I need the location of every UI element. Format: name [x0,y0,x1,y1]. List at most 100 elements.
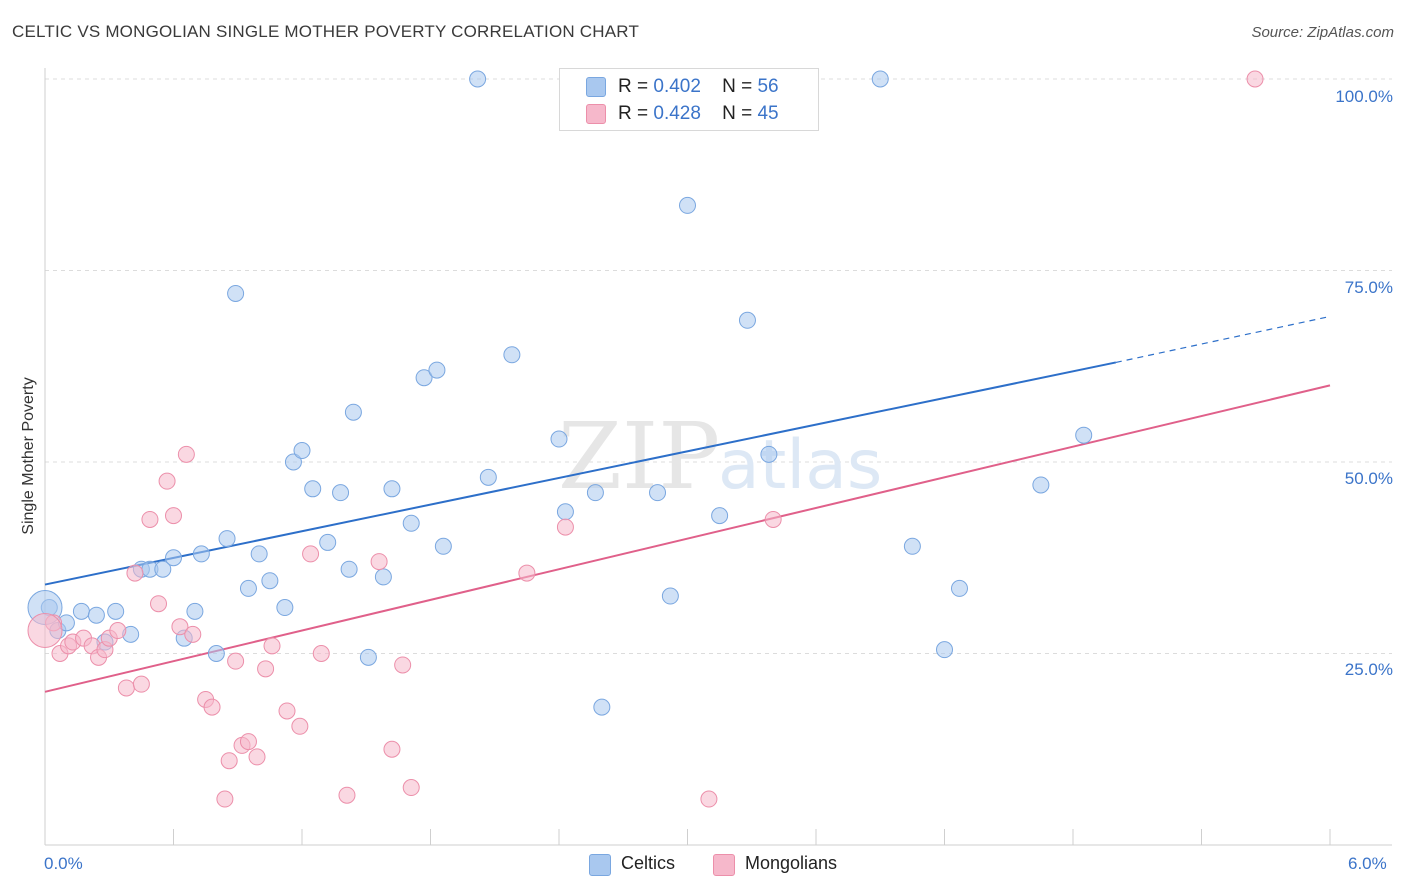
celtics-point [284,453,302,471]
mongolians-point [248,748,266,766]
mongolians-r-value: 0.428 [653,103,701,124]
celtics-r-label: R = [618,76,649,97]
celtics-point [218,530,236,548]
mongolians-point [165,507,182,525]
celtics-point [239,579,257,597]
mongolians-point [312,645,330,662]
legend-mongolians-label: Mongolians [745,853,838,873]
celtics-point [950,579,968,597]
celtics-point [469,70,487,88]
watermark-zip: ZIP [558,403,720,510]
celtics-point [738,311,756,329]
celtics-point [556,503,574,521]
mongolians-point [220,752,238,770]
celtics-point [165,549,182,567]
mongolians-point [27,613,63,649]
celtics-r-value: 0.402 [653,76,701,97]
celtics-point [760,445,778,463]
mongolians-point [158,472,176,490]
celtics-point [383,480,401,498]
mongolians-point [109,622,127,640]
mongolians-swatch [586,104,606,124]
celtics-point [649,484,667,502]
mongolians-point [184,625,202,643]
celtics-point [402,514,420,532]
mongolians-point [291,717,309,735]
celtics-point [415,369,433,387]
legend-celtics-label: Celtics [621,853,676,873]
mongolians-point [177,445,195,463]
watermark: ZIP atlas [558,403,882,510]
mongolians-point [394,656,412,674]
mongolians-point [700,790,718,808]
celtics-point [586,484,604,502]
mongolians-point [171,618,189,636]
celtics-point [503,346,521,364]
mongolians-point [216,790,234,808]
celtics-point [434,537,452,555]
gridlines [45,78,1392,654]
mongolians-point [402,779,420,797]
celtics-point [871,70,889,88]
celtics-point [192,545,210,563]
mongolians-point [141,510,159,528]
legend-celtics-swatch [589,854,611,876]
mongolians-point [117,679,135,697]
mongolians-n-label: N = [722,103,753,124]
celtics-n-label: N = [722,76,753,97]
celtics-point [344,403,362,421]
celtics-point [679,196,696,214]
mongolians-point [203,698,221,716]
mongolians-point [764,510,782,528]
celtics-point [304,480,322,498]
axes [44,68,1392,846]
celtics-point [332,484,350,502]
celtics-trend-line [44,361,1117,586]
celtics-point [250,545,268,563]
mongolians-r-label: R = [618,103,649,124]
celtics-point [711,507,729,525]
celtics-swatch [586,77,606,97]
y-tick-75: 75.0% [1344,278,1393,297]
chart-title: CELTIC VS MONGOLIAN SINGLE MOTHER POVERT… [12,22,640,41]
mongolians-point [126,564,144,582]
mongolians-point [1246,70,1264,88]
mongolians-point [227,652,245,670]
mongolians-point [132,675,150,693]
celtics-point [261,572,279,590]
celtics-trend-extension [1115,315,1331,364]
celtics-point [340,560,358,578]
x-tick-min: 0.0% [44,854,83,873]
mongolians-point [556,518,574,536]
celtics-point [550,430,568,448]
x-tick-max: 6.0% [1348,854,1387,873]
celtics-point [72,602,90,620]
celtics-point [359,648,377,666]
celtics-point [227,284,245,302]
celtics-point [293,442,311,460]
watermark-atlas: atlas [718,426,882,505]
mongolians-point [150,595,168,613]
mongolians-n-value: 45 [757,103,779,124]
celtics-point [1032,476,1050,494]
mongolians-point [338,786,356,804]
mongolians-trend-line [44,384,1331,693]
celtics-point [936,641,953,659]
mongolians-point [278,702,296,720]
trend-lines [44,315,1331,693]
celtics-point [479,468,497,486]
celtics-point [903,537,921,555]
celtics-point [186,602,204,620]
data-points [27,70,1264,808]
y-tick-50: 50.0% [1344,469,1393,488]
celtics-point [374,568,392,586]
mongolians-point [370,553,388,571]
mongolians-point [257,660,275,678]
y-tick-25: 25.0% [1344,660,1393,679]
legend-mongolians-swatch [713,854,735,876]
celtics-point [154,560,172,578]
mongolians-point [518,564,536,582]
celtics-point [1075,426,1093,444]
mongolians-point [383,740,401,758]
